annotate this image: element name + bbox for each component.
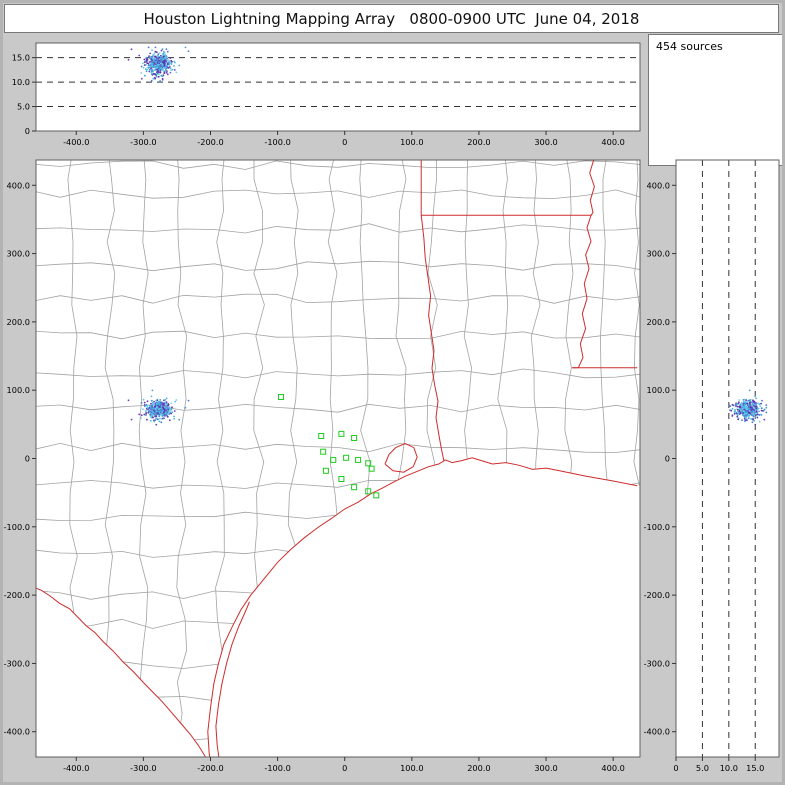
svg-text:300.0: 300.0 bbox=[647, 249, 670, 259]
svg-text:200.0: 200.0 bbox=[467, 763, 490, 773]
svg-text:-100.0: -100.0 bbox=[264, 763, 290, 773]
window-title: Houston Lightning Mapping Array 0800-090… bbox=[143, 9, 640, 28]
svg-text:100.0: 100.0 bbox=[400, 137, 423, 147]
svg-text:0: 0 bbox=[342, 763, 347, 773]
svg-text:-100.0: -100.0 bbox=[264, 137, 290, 147]
svg-text:0: 0 bbox=[342, 137, 347, 147]
svg-text:-400.0: -400.0 bbox=[644, 727, 670, 737]
svg-text:-200.0: -200.0 bbox=[197, 763, 223, 773]
svg-text:-300.0: -300.0 bbox=[644, 658, 670, 668]
y-axis-ticks: 400.0 300.0 200.0 100.0 0 -100.0 -200.0 -300.0 -… bbox=[4, 180, 36, 737]
svg-text:-400.0: -400.0 bbox=[4, 727, 30, 737]
svg-text:-300.0: -300.0 bbox=[130, 137, 156, 147]
svg-text:-300.0: -300.0 bbox=[4, 658, 30, 668]
svg-text:200.0: 200.0 bbox=[467, 137, 490, 147]
svg-text:100.0: 100.0 bbox=[7, 385, 30, 395]
sources-count-panel: 454 sources bbox=[648, 34, 785, 166]
svg-text:5.0: 5.0 bbox=[696, 763, 709, 773]
svg-text:-200.0: -200.0 bbox=[4, 590, 30, 600]
x-axis-ticks: -400.0 -300.0 -200.0 -100.0 0 100.0 200.0 300.0… bbox=[63, 757, 625, 773]
x-axis-ticks: -400.0 -300.0 -200.0 -100.0 0 100.0 200.0 300.0… bbox=[63, 131, 625, 147]
svg-text:0: 0 bbox=[25, 454, 30, 464]
altitude-vs-ew-panel: -400.0 -300.0 -200.0 -100.0 0 100.0 200.0 300.0… bbox=[12, 42, 641, 147]
svg-text:0: 0 bbox=[673, 763, 678, 773]
svg-text:300.0: 300.0 bbox=[7, 249, 30, 259]
y-axis-ticks: 400.0 300.0 200.0 100.0 0 -100.0 -200.0 -300.0 -… bbox=[644, 180, 676, 737]
svg-text:-200.0: -200.0 bbox=[197, 137, 223, 147]
altitude-dashed-gridlines bbox=[36, 57, 640, 108]
svg-text:0: 0 bbox=[25, 126, 30, 136]
svg-text:400.0: 400.0 bbox=[647, 180, 670, 190]
svg-text:-100.0: -100.0 bbox=[644, 522, 670, 532]
station-markers bbox=[278, 394, 380, 499]
state-borders bbox=[36, 160, 638, 757]
lightning-sources-altitude-ew bbox=[127, 46, 190, 83]
lightning-sources-altitude-ns bbox=[728, 389, 768, 426]
svg-text:-400.0: -400.0 bbox=[63, 137, 89, 147]
svg-text:-200.0: -200.0 bbox=[644, 590, 670, 600]
svg-text:300.0: 300.0 bbox=[534, 763, 557, 773]
plan-view-map-panel: -400.0 -300.0 -200.0 -100.0 0 100.0 200.0 300.0… bbox=[4, 159, 641, 773]
svg-text:100.0: 100.0 bbox=[647, 385, 670, 395]
y-axis-ticks: 0 5.0 10.0 15.0 bbox=[12, 53, 36, 136]
svg-text:-100.0: -100.0 bbox=[4, 522, 30, 532]
svg-text:-400.0: -400.0 bbox=[63, 763, 89, 773]
x-axis-ticks: 0 5.0 10.0 15.0 bbox=[673, 757, 764, 773]
svg-text:10.0: 10.0 bbox=[12, 77, 30, 87]
svg-text:200.0: 200.0 bbox=[647, 317, 670, 327]
svg-text:300.0: 300.0 bbox=[534, 137, 557, 147]
svg-text:-300.0: -300.0 bbox=[130, 763, 156, 773]
svg-text:200.0: 200.0 bbox=[7, 317, 30, 327]
svg-text:100.0: 100.0 bbox=[400, 763, 423, 773]
svg-text:5.0: 5.0 bbox=[17, 102, 30, 112]
lightning-sources-plan-view bbox=[127, 389, 190, 426]
svg-text:15.0: 15.0 bbox=[12, 53, 30, 63]
svg-text:400.0: 400.0 bbox=[601, 137, 624, 147]
svg-text:0: 0 bbox=[665, 454, 670, 464]
svg-text:400.0: 400.0 bbox=[7, 180, 30, 190]
altitude-dashed-gridlines bbox=[701, 160, 756, 757]
svg-text:15.0: 15.0 bbox=[746, 763, 764, 773]
altitude-vs-ns-panel: 0 5.0 10.0 15.0 400.0 300.0 200.0 100.0 0 -100.0 -… bbox=[644, 159, 780, 773]
sources-count-label: 454 sources bbox=[656, 40, 723, 53]
title-bar: Houston Lightning Mapping Array 0800-090… bbox=[4, 4, 779, 33]
svg-text:400.0: 400.0 bbox=[601, 763, 624, 773]
svg-text:10.0: 10.0 bbox=[720, 763, 738, 773]
